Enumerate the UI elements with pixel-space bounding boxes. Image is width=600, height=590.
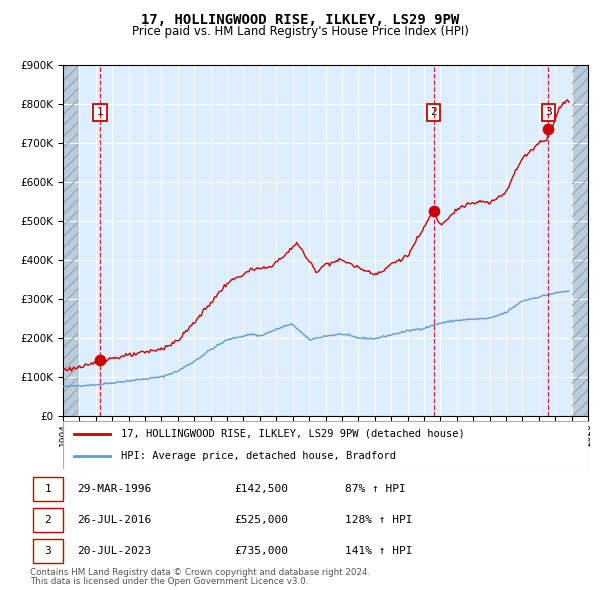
Text: HPI: Average price, detached house, Bradford: HPI: Average price, detached house, Brad… [121, 451, 396, 461]
Text: £525,000: £525,000 [234, 515, 288, 525]
Text: 1: 1 [44, 484, 51, 494]
Text: 17, HOLLINGWOOD RISE, ILKLEY, LS29 9PW: 17, HOLLINGWOOD RISE, ILKLEY, LS29 9PW [141, 13, 459, 27]
Point [429, 206, 439, 216]
Bar [572, 65, 588, 416]
Text: 128% ↑ HPI: 128% ↑ HPI [344, 515, 412, 525]
Text: 3: 3 [545, 107, 552, 117]
FancyBboxPatch shape [33, 507, 63, 532]
Bar [63, 65, 78, 416]
Text: 2: 2 [430, 107, 437, 117]
Text: 26-JUL-2016: 26-JUL-2016 [77, 515, 151, 525]
FancyBboxPatch shape [63, 421, 588, 469]
Text: Contains HM Land Registry data © Crown copyright and database right 2024.: Contains HM Land Registry data © Crown c… [30, 568, 370, 576]
FancyBboxPatch shape [33, 477, 63, 501]
Point [544, 124, 553, 134]
FancyBboxPatch shape [33, 539, 63, 563]
Text: 17, HOLLINGWOOD RISE, ILKLEY, LS29 9PW (detached house): 17, HOLLINGWOOD RISE, ILKLEY, LS29 9PW (… [121, 429, 464, 439]
Point [95, 356, 105, 365]
Text: This data is licensed under the Open Government Licence v3.0.: This data is licensed under the Open Gov… [30, 577, 308, 586]
Text: 1: 1 [97, 107, 103, 117]
Text: £735,000: £735,000 [234, 546, 288, 556]
Text: 29-MAR-1996: 29-MAR-1996 [77, 484, 151, 494]
Text: 87% ↑ HPI: 87% ↑ HPI [344, 484, 406, 494]
Text: 2: 2 [44, 515, 51, 525]
Text: £142,500: £142,500 [234, 484, 288, 494]
Text: 3: 3 [44, 546, 51, 556]
Text: 20-JUL-2023: 20-JUL-2023 [77, 546, 151, 556]
Text: Price paid vs. HM Land Registry's House Price Index (HPI): Price paid vs. HM Land Registry's House … [131, 25, 469, 38]
Text: 141% ↑ HPI: 141% ↑ HPI [344, 546, 412, 556]
